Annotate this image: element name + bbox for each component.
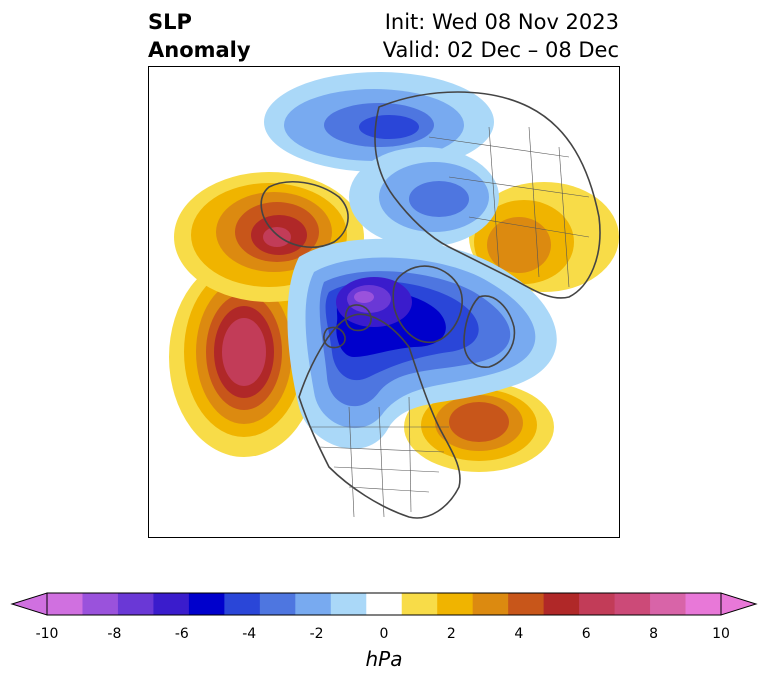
- colorbar-tick-label: -4: [242, 626, 257, 642]
- colorbar-tick-label: 10: [712, 626, 730, 642]
- colorbar-segment: [472, 593, 509, 615]
- colorbar: [10, 592, 758, 616]
- colorbar-segment: [224, 593, 261, 615]
- colorbar-tick-label: 0: [379, 626, 389, 642]
- colorbar-tick-label: -10: [35, 626, 59, 642]
- colorbar-unit-label: hPa: [365, 647, 403, 671]
- colorbar-tick-label: 6: [581, 626, 591, 642]
- colorbar-segment: [579, 593, 616, 615]
- colorbar-segment: [508, 593, 545, 615]
- anomaly-north-pacific: [169, 257, 319, 457]
- colorbar-segment: [188, 593, 225, 615]
- colorbar-extend-low: [10, 592, 48, 616]
- anomaly-arctic-low: [287, 238, 557, 449]
- title-subvariable: Anomaly: [148, 38, 251, 62]
- colorbar-segment: [650, 593, 687, 615]
- colorbar-segment: [366, 593, 403, 615]
- colorbar-segment: [437, 593, 474, 615]
- colorbar-segment: [543, 593, 580, 615]
- init-date: Init: Wed 08 Nov 2023: [384, 10, 619, 34]
- country-borders: [309, 126, 590, 518]
- map-title: SLP Anomaly: [148, 8, 251, 64]
- colorbar-tick-label: -6: [174, 626, 189, 642]
- colorbar-tick-label: -2: [309, 626, 324, 642]
- map-svg: [169, 72, 619, 519]
- colorbar-segment: [117, 593, 154, 615]
- anomaly-north-atlantic: [404, 382, 554, 472]
- colorbar-tick-label: 8: [649, 626, 659, 642]
- title-variable: SLP: [148, 10, 192, 34]
- colorbar-segment: [153, 593, 190, 615]
- map-dates: Init: Wed 08 Nov 2023 Valid: 02 Dec – 08…: [383, 8, 619, 64]
- coastlines: [260, 91, 601, 519]
- colorbar-segment: [295, 593, 332, 615]
- colorbar-segment: [401, 593, 438, 615]
- colorbar-border: [46, 592, 722, 616]
- colorbar-tick-label: -8: [107, 626, 122, 642]
- colorbar-tick-label: 4: [514, 626, 524, 642]
- anomaly-eurasia-low: [349, 147, 499, 247]
- colorbar-segment: [82, 593, 119, 615]
- anomaly-siberia-low: [264, 72, 494, 172]
- anomaly-map: [148, 66, 620, 538]
- colorbar-segment: [330, 593, 367, 615]
- colorbar-tick-label: 2: [446, 626, 456, 642]
- colorbar-segment: [47, 593, 83, 615]
- colorbar-segment: [685, 593, 722, 615]
- colorbar-segment: [614, 593, 651, 615]
- colorbar-segment: [259, 593, 296, 615]
- valid-range: Valid: 02 Dec – 08 Dec: [382, 38, 619, 62]
- colorbar-extend-high: [720, 592, 758, 616]
